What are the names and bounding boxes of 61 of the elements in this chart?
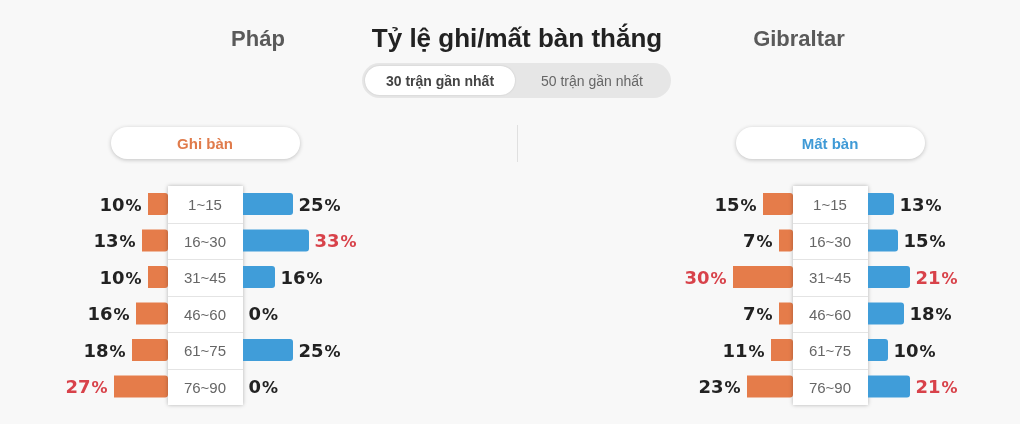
data-label: 15% xyxy=(903,230,946,252)
data-label: 0% xyxy=(248,303,279,325)
bar xyxy=(147,193,168,215)
data-label: 16% xyxy=(87,303,130,325)
bar xyxy=(778,229,793,252)
y-tick-label: 16~30 xyxy=(183,232,227,250)
title-pill: Mất bàn xyxy=(735,127,925,159)
bar xyxy=(141,229,168,252)
bar xyxy=(135,302,168,325)
data-label: 21% xyxy=(915,376,958,398)
bar xyxy=(778,302,793,325)
y-tick-label: 1~15 xyxy=(188,195,222,213)
y-tick-label: 1~15 xyxy=(813,195,847,213)
data-label: 30% xyxy=(684,266,727,288)
bar xyxy=(113,375,168,398)
data-label: 13% xyxy=(93,230,136,252)
data-label: 27% xyxy=(65,376,108,398)
bar xyxy=(746,375,793,398)
bar xyxy=(867,375,910,398)
data-label: 7% xyxy=(742,230,773,252)
text: Tỷ lệ ghi/mất bàn thắng xyxy=(371,22,663,53)
data-label: 21% xyxy=(915,266,958,288)
y-tick-label: 61~75 xyxy=(808,342,852,360)
bar xyxy=(131,339,168,361)
data-label: 0% xyxy=(248,376,279,398)
data-label: 10% xyxy=(893,339,936,361)
selected-tab: 30 trận gần nhất xyxy=(365,66,515,95)
data-label: 10% xyxy=(99,266,142,288)
y-tick-label: 31~45 xyxy=(183,269,227,287)
bar xyxy=(762,193,793,215)
y-tick-label: 76~90 xyxy=(808,378,852,396)
bar xyxy=(867,229,898,252)
bar xyxy=(867,302,904,325)
y-tick-label: 76~90 xyxy=(183,378,227,396)
data-label: 25% xyxy=(298,193,341,215)
bar xyxy=(867,193,894,215)
bar xyxy=(770,339,793,361)
tab-switch: 30 trận gần nhất 50 trận gần nhất xyxy=(362,63,671,98)
title-pill: Ghi bàn xyxy=(110,127,300,159)
data-label: 7% xyxy=(742,303,773,325)
data-label: 10% xyxy=(99,193,142,215)
data-label: 13% xyxy=(899,193,942,215)
data-label: 33% xyxy=(314,230,357,252)
bar xyxy=(147,266,168,288)
text: Gibraltar xyxy=(753,25,845,51)
data-label: 25% xyxy=(298,339,341,361)
bar xyxy=(732,266,793,288)
data-label: 15% xyxy=(714,193,757,215)
y-tick-label: 46~60 xyxy=(183,305,227,323)
data-label: 18% xyxy=(909,303,952,325)
bar xyxy=(867,339,888,361)
y-tick-label: 16~30 xyxy=(808,232,852,250)
data-label: 16% xyxy=(280,266,323,288)
text: Pháp xyxy=(231,25,285,51)
bar xyxy=(867,266,910,288)
data-label: 11% xyxy=(722,339,765,361)
y-tick-label: 46~60 xyxy=(808,305,852,323)
data-label: 23% xyxy=(698,376,741,398)
data-label: 18% xyxy=(83,339,126,361)
y-tick-label: 61~75 xyxy=(183,342,227,360)
y-tick-label: 31~45 xyxy=(808,269,852,287)
